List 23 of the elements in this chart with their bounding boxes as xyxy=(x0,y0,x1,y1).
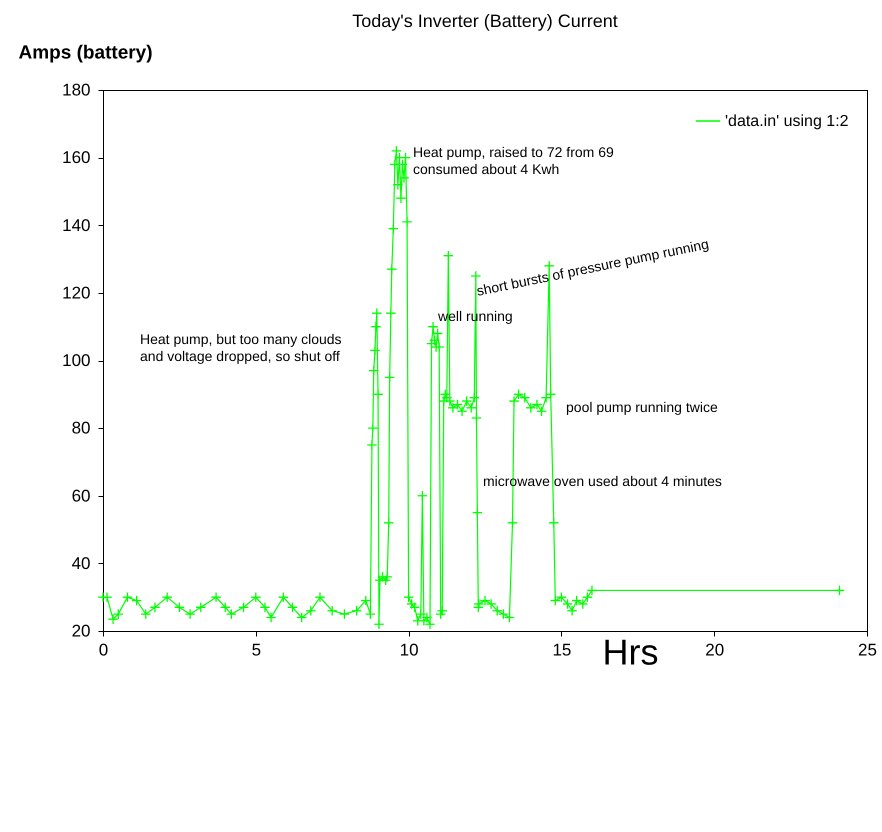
y-tick-label: 40 xyxy=(72,554,90,573)
x-tick-label: 25 xyxy=(858,640,877,660)
x-tick-label: 0 xyxy=(98,640,108,660)
legend-label: 'data.in' using 1:2 xyxy=(725,113,849,130)
y-tick-label: 100 xyxy=(62,351,90,370)
x-tick-label: 5 xyxy=(252,640,262,660)
y-tick-label: 60 xyxy=(72,486,90,506)
y-tick-label: 120 xyxy=(62,283,90,302)
y-axis-title: Amps (battery) xyxy=(18,42,153,64)
y-tick-label: 180 xyxy=(62,80,90,100)
chart-title: Today's Inverter (Battery) Current xyxy=(352,11,618,31)
y-tick-label: 140 xyxy=(62,216,90,235)
annotation: pool pump running twice xyxy=(566,399,718,415)
y-tick-label: 160 xyxy=(62,148,90,168)
annotation: Heat pump, raised to 72 from 69 consumed about 4 Kwh xyxy=(413,144,614,177)
annotation: Heat pump, but too many clouds and voltage dropped, so shut off xyxy=(140,331,342,364)
y-tick-label: 20 xyxy=(72,622,90,640)
x-tick-label: 20 xyxy=(705,640,724,660)
y-tick-label: 80 xyxy=(72,418,90,438)
x-axis-title: Hrs xyxy=(602,632,658,672)
annotation: short bursts of pressure pump running xyxy=(475,236,710,299)
x-tick-label: 15 xyxy=(552,640,572,660)
x-tick-label: 10 xyxy=(400,640,419,660)
